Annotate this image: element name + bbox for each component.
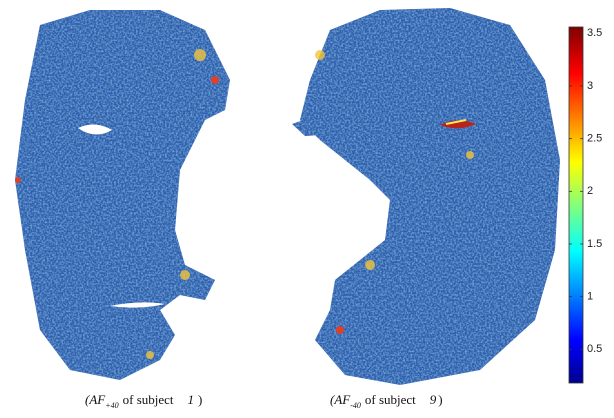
caption-close: ) [198, 392, 202, 407]
caption-subject: 1 [188, 392, 195, 407]
figure: 0.511.522.533.5 (AF+40of subject1) (AF-4… [0, 0, 614, 418]
caption: (AF+40 of subject 1) [85, 392, 202, 410]
caption-open: (AF [85, 392, 106, 407]
colorbar [569, 27, 583, 383]
caption-middle: of subject [365, 392, 416, 407]
caption-middle: of subject [123, 392, 174, 407]
tick-label: 1 [587, 291, 593, 303]
tick-label: 3.5 [587, 27, 602, 39]
tick-label: 0.5 [587, 343, 602, 355]
tick-label: 2.5 [587, 133, 602, 145]
face-right [292, 8, 560, 385]
caption-open: (AF [330, 392, 351, 407]
tick-label: 3 [587, 80, 593, 92]
tick-label: 1.5 [587, 238, 602, 250]
caption-close: ) [438, 392, 442, 407]
caption: (AF-40 of subject 9) [330, 392, 443, 410]
face-left [15, 10, 230, 380]
caption-sub: +40 [105, 401, 118, 410]
caption-sub: -40 [350, 401, 361, 410]
caption-subject: 9 [430, 392, 437, 407]
tick-label: 2 [587, 185, 593, 197]
